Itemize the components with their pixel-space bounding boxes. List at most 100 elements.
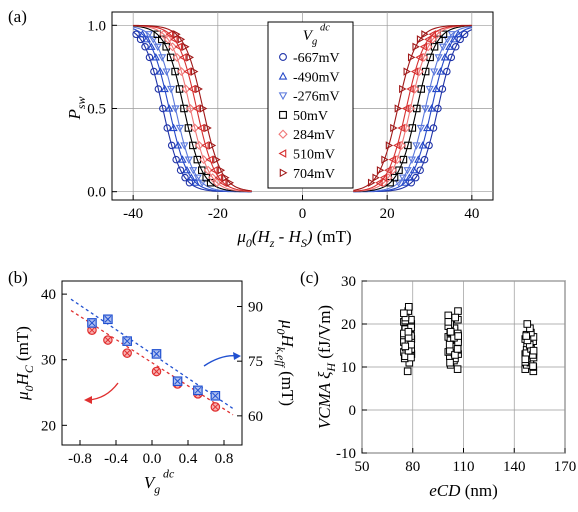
data-point [193,385,203,396]
arrow-to-right-axis [203,355,239,367]
point-cross [123,337,131,345]
data-point [434,104,442,113]
data-point [460,30,469,39]
panel-b-ytick-left-label: 20 [41,418,56,434]
data-point [385,141,394,150]
panel-b-xtick-label: 0.8 [215,451,234,467]
data-point [401,123,411,133]
data-point [151,366,162,377]
data-point [394,104,403,113]
data-point [425,141,433,150]
data-point [454,307,462,315]
data-point [165,104,174,112]
data-point [443,36,452,44]
series-510mV [133,24,472,192]
data-point [176,166,185,174]
data-point [388,165,398,175]
data-point [172,376,183,387]
data-point [159,29,169,39]
data-point [454,29,463,38]
data-point [217,166,226,175]
data-point [367,178,376,187]
data-point [446,327,455,336]
legend-marker-510mV [278,149,287,158]
data-point [410,67,419,76]
data-point [163,124,171,132]
legend-entry--490mV: -490mV [293,70,340,85]
data-point [436,67,445,75]
series-704mV [133,24,472,192]
panel-b: (b) -0.8 -0.4 0.0 0.4 0.8 20 30 40 60 75 90 μ0HC (mT… [8,268,297,496]
data-point [173,141,183,149]
data-point [168,42,177,52]
data-point [210,166,218,175]
legend-box [267,21,354,189]
data-point [103,335,113,345]
panel-b-ylabel-left: μ0HC (mT) [13,326,36,401]
fit-line-negative [133,24,252,192]
data-point [443,67,451,76]
point-cross [212,403,219,411]
data-point [214,173,223,182]
data-point [185,104,195,113]
data-point [447,53,456,62]
data-point [201,141,209,150]
panel-c-xtick-label: 170 [554,459,577,475]
data-point [453,365,462,373]
data-point [375,178,383,187]
data-point [421,105,430,113]
legend-title-superscript: dc [320,22,330,33]
data-point [178,155,187,163]
data-point [414,155,423,163]
data-point [453,345,462,353]
data-point [199,155,209,165]
data-point [392,155,402,165]
data-point [160,84,169,93]
panel-a-xtick-label: 20 [380,206,395,222]
data-point [189,167,198,175]
data-point [416,124,425,133]
data-point [384,166,392,175]
panel-b-ytick-right-label: 90 [248,300,263,316]
panel-c-ytick-label: 0 [349,403,357,419]
panel-c-xtick-label: 50 [355,459,370,475]
data-point [194,140,204,150]
panel-b-xtick-label: -0.8 [68,451,92,467]
panel-b-ylabel-right: μ0Hk,eff (mT) [274,319,297,406]
cluster-149 [521,320,538,376]
data-point [192,104,200,113]
data-point [434,54,443,62]
data-point [182,42,190,51]
data-point [407,53,416,62]
data-point [150,67,158,76]
data-point [438,85,447,93]
data-point [213,155,221,164]
fit-line-negative [133,24,252,192]
data-point [210,391,221,401]
data-point [190,123,200,133]
panel-a-ytick-label: 1.0 [87,18,106,34]
data-point [154,85,163,93]
data-point [397,140,407,150]
cluster-104 [444,307,462,373]
data-point [392,141,401,150]
data-point [523,320,532,328]
data-point [122,336,132,346]
panel-c-xtick-label: 140 [503,459,526,475]
data-point [183,67,191,76]
point-cross [153,350,160,358]
point-cross [104,315,112,323]
data-point [419,52,429,62]
panel-b-xlabel-superscript: dc [163,467,175,481]
fit-line-negative [133,25,252,192]
data-point [181,84,191,94]
data-point [522,332,531,340]
data-point [187,84,196,94]
arrow-to-left-axis [87,382,119,401]
data-point [405,104,415,113]
data-point [149,36,158,44]
data-point [186,53,195,62]
panel-c-xlabel: eCD (nm) [429,481,497,500]
data-point [394,179,403,188]
